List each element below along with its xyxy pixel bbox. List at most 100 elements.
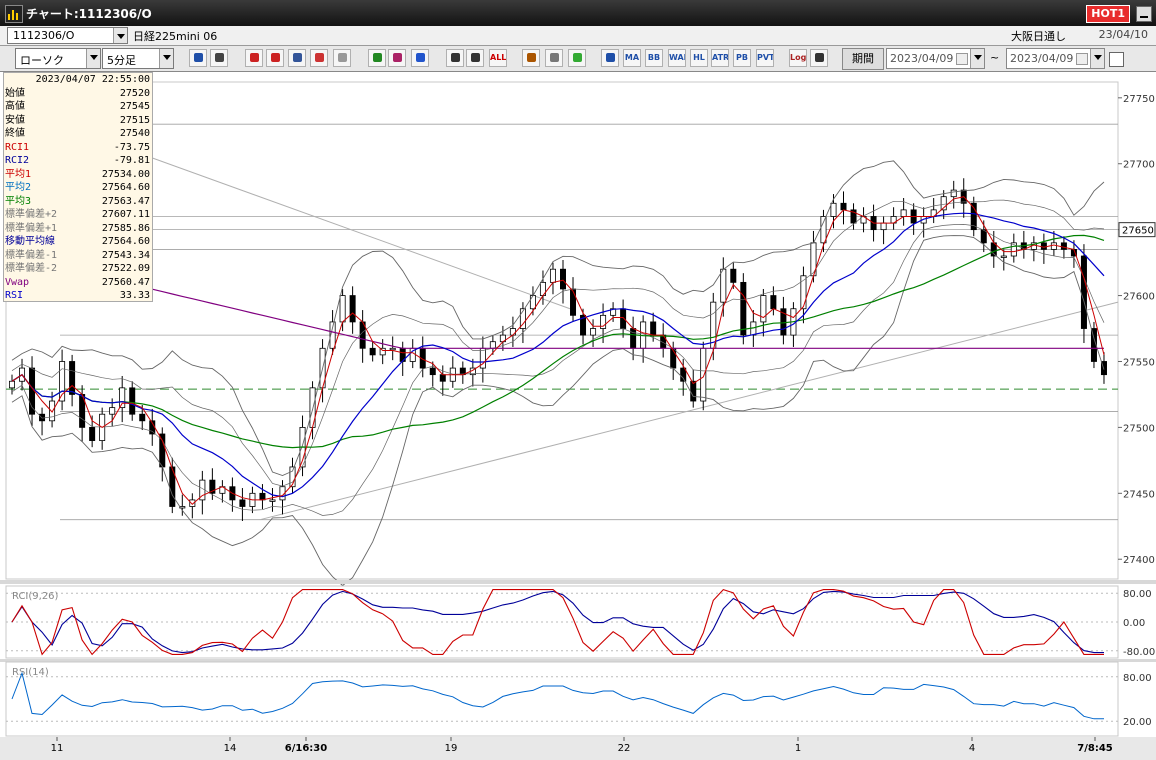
candle: [209, 479, 216, 494]
candle: [850, 209, 857, 224]
info-value: 27515: [119, 114, 150, 126]
info-row: 高値 27545: [4, 100, 152, 114]
ma1-line: [11, 196, 1105, 506]
price-tick-label: 27450: [1123, 489, 1155, 500]
candle: [189, 499, 196, 507]
info-value: 27522.09: [101, 263, 150, 274]
price-tick-label: 27750: [1123, 94, 1155, 105]
info-row: 標準偏差-2 27522.09: [4, 262, 152, 276]
vwap-line: [11, 255, 1104, 349]
log-icon[interactable]: Log: [789, 49, 807, 67]
time-tick-label: 4: [969, 743, 975, 754]
candle: [970, 202, 977, 231]
crosshair-icon[interactable]: [210, 49, 228, 67]
candle: [1060, 242, 1067, 250]
tools-icon[interactable]: [522, 49, 540, 67]
price-tick-label: 27550: [1123, 357, 1155, 368]
info-row: 移動平均線 27564.60: [4, 235, 152, 249]
info-value: 27534.00: [101, 168, 150, 180]
atr-icon[interactable]: ATR: [711, 49, 729, 67]
ma-icon[interactable]: MA: [623, 49, 641, 67]
pvt-icon[interactable]: PVT: [756, 49, 774, 67]
current-price-label: 27650: [1122, 226, 1154, 237]
price-tick-label: 27400: [1123, 555, 1155, 566]
symbol-select[interactable]: 1112306/O: [7, 27, 128, 44]
candle: [650, 321, 657, 336]
hl-icon[interactable]: HL: [690, 49, 708, 67]
compare-icon[interactable]: [310, 49, 328, 67]
info-row: 平均3 27563.47: [4, 195, 152, 209]
print-icon[interactable]: [333, 49, 351, 67]
chevron-down-icon[interactable]: [86, 49, 100, 68]
candle: [770, 295, 777, 310]
candle: [680, 367, 687, 382]
chevron-down-icon[interactable]: [1090, 49, 1104, 68]
info-row: RCI2 -79.81: [4, 154, 152, 168]
date-to-value: 2023/04/09: [1010, 52, 1074, 65]
info-value: 27607.11: [101, 209, 150, 220]
candle: [259, 492, 266, 501]
calendar-icon[interactable]: [1076, 53, 1088, 65]
date-from-field[interactable]: 2023/04/09: [886, 48, 985, 69]
info-row: RCI1 -73.75: [4, 141, 152, 155]
chevron-down-icon[interactable]: [970, 49, 984, 68]
candle: [119, 387, 126, 409]
candle: [950, 189, 957, 198]
chart-type-select[interactable]: ローソク: [15, 48, 101, 69]
time-tick-label: 19: [445, 743, 458, 754]
chart-add-icon[interactable]: [288, 49, 306, 67]
pencil-icon[interactable]: [368, 49, 386, 67]
candle: [519, 308, 526, 329]
candle: [940, 196, 947, 211]
chevron-down-icon[interactable]: [159, 49, 173, 68]
minimize-button[interactable]: [1136, 6, 1152, 22]
indicator-icon[interactable]: [601, 49, 619, 67]
candle: [1080, 255, 1087, 329]
rsi-frame: [5, 661, 1119, 737]
candle: [690, 380, 697, 402]
palette-icon[interactable]: [568, 49, 586, 67]
time-axis: 11 14 6/16:30 19 22 1 4 7/8:45: [0, 737, 1156, 760]
undo-icon[interactable]: [411, 49, 429, 67]
calendar-icon[interactable]: [956, 53, 968, 65]
wrench-icon[interactable]: [545, 49, 563, 67]
zoom-icon[interactable]: [189, 49, 207, 67]
save-icon[interactable]: [810, 49, 828, 67]
date-to-field[interactable]: 2023/04/09: [1006, 48, 1105, 69]
chart-canvas[interactable]: 27400 27450 27500 27550 27600 27650 27700 27750…: [0, 72, 1156, 760]
range-checkbox[interactable]: [1109, 52, 1124, 67]
info-value: -73.75: [113, 141, 150, 153]
chevron-down-icon[interactable]: [113, 28, 127, 43]
candle: [630, 328, 637, 349]
candle: [139, 413, 146, 422]
bollinger-band-line: [11, 235, 1105, 587]
candle-a-icon[interactable]: [446, 49, 464, 67]
bb-icon[interactable]: BB: [645, 49, 663, 67]
candle: [1100, 361, 1107, 376]
panel-separator: [0, 659, 1156, 662]
all-icon[interactable]: ALL: [489, 49, 507, 67]
candle: [830, 202, 837, 217]
pb-icon[interactable]: PB: [733, 49, 751, 67]
candle-b-icon[interactable]: [466, 49, 484, 67]
candle: [129, 387, 136, 415]
rsi-line: [11, 671, 1104, 720]
time-tick-label: 14: [224, 743, 237, 754]
hot-badge[interactable]: HOT1: [1086, 5, 1130, 23]
candle: [269, 499, 276, 502]
candle: [339, 295, 346, 323]
buy-icon[interactable]: [245, 49, 263, 67]
period-button[interactable]: 期間: [842, 48, 884, 70]
wae-icon[interactable]: WAE: [668, 49, 686, 67]
info-label: 安値: [5, 114, 25, 126]
info-label: RCI2: [5, 155, 30, 166]
info-label: 移動平均線: [5, 236, 55, 247]
magnify-icon[interactable]: [266, 49, 284, 67]
interval-select[interactable]: 5分足: [102, 48, 174, 69]
time-tick-label: 6/16:30: [285, 743, 327, 754]
cursor-icon[interactable]: [388, 49, 406, 67]
info-label: RSI: [5, 290, 24, 301]
candle: [980, 229, 987, 244]
rci-title: RCI(9,26): [12, 591, 59, 602]
